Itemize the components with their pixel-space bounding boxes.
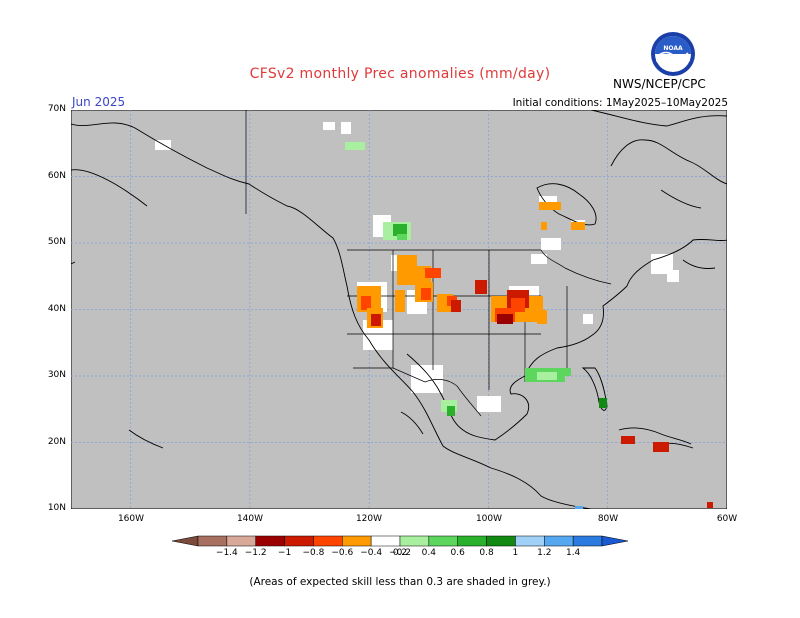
colorbar-tick-label: 1 (512, 548, 519, 558)
colorbar-bin (428, 535, 458, 547)
colorbar-tick-label: −0.2 (389, 548, 411, 558)
skill-footnote: (Areas of expected skill less than 0.3 a… (249, 576, 551, 588)
colorbar-tick-label: −0.4 (360, 548, 383, 558)
colorbar-tick-label: −1.4 (215, 548, 238, 558)
colorbar-bin (399, 535, 430, 547)
colorbar-tick-label: −0.6 (331, 548, 354, 558)
initial-conditions: Initial conditions: 1May2025–10May2025 (512, 97, 728, 109)
lat-label: 50N (47, 237, 66, 247)
colorbar-tick-label: 0.6 (450, 548, 465, 558)
colorbar-bin (342, 535, 372, 547)
colorbar-tick-label: 0.4 (421, 548, 436, 558)
colorbar-tick-label: −0.8 (302, 548, 325, 558)
colorbar-tick-label: 1.2 (537, 548, 552, 558)
lat-label: 40N (47, 304, 66, 314)
colorbar-tick-label: 0.2 (392, 548, 408, 558)
noaa-logo-icon: NOAA (651, 32, 695, 76)
colorbar-arrow-high (601, 535, 628, 547)
colorbar-bin (515, 535, 545, 547)
colorbar-bin (457, 535, 487, 547)
lon-label: 80W (597, 514, 619, 524)
lon-label: 100W (475, 514, 503, 524)
coastlines (71, 110, 727, 509)
lat-label: 60N (47, 171, 66, 181)
map-title: CFSv2 monthly Prec anomalies (mm/day) (249, 66, 551, 82)
colorbar-bin (255, 535, 285, 547)
colorbar-bin (544, 535, 574, 547)
lat-label: 10N (47, 503, 66, 513)
agency-label: NWS/NCEP/CPC (613, 77, 706, 91)
colorbar-tick-label: 0.8 (479, 548, 494, 558)
colorbar-bin (370, 535, 401, 547)
lat-label: 70N (47, 104, 66, 114)
lat-label: 20N (47, 437, 66, 447)
dry-anomaly-regions (357, 202, 713, 508)
lon-label: 60W (716, 514, 738, 524)
colorbar-bin (486, 535, 516, 547)
colorbar-tick-label: −1 (277, 548, 292, 558)
colorbar-bin (197, 535, 228, 547)
wet-anomaly-regions (345, 142, 607, 509)
forecast-period: Jun 2025 (72, 95, 126, 109)
colorbar-bin (572, 535, 603, 547)
colorbar-bin (226, 535, 256, 547)
lon-label: 160W (117, 514, 145, 524)
lat-label: 30N (47, 370, 66, 380)
svg-text:NOAA: NOAA (663, 45, 683, 52)
lon-label: 120W (355, 514, 383, 524)
colorbar-arrow-low (172, 535, 199, 547)
colorbar-bin (284, 535, 314, 547)
colorbar-tick-label: −1.2 (244, 548, 267, 558)
lon-label: 140W (236, 514, 264, 524)
colorbar-bin (313, 535, 343, 547)
colorbar (172, 535, 628, 547)
colorbar-tick-label: 1.4 (565, 548, 581, 558)
precip-anomaly-map (71, 110, 727, 509)
